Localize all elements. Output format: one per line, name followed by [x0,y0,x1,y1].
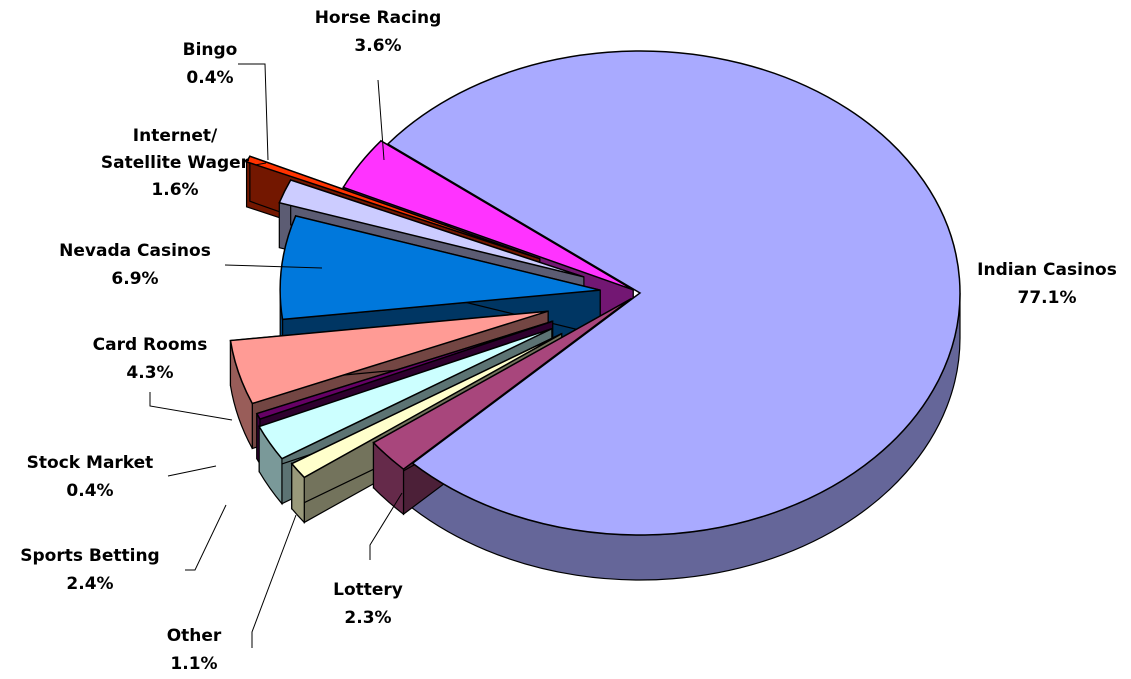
leader-line [369,492,403,560]
leader-line [224,264,323,269]
slice [290,332,563,479]
slice [386,50,961,536]
leader-line [377,79,385,161]
slice-value-label: 1.6% [151,180,198,200]
slice-value-label: 2.4% [66,574,113,594]
slice [372,298,632,471]
slice [258,327,553,460]
leader-line [238,63,269,161]
slice [229,310,549,405]
leader-line [167,465,217,477]
leader-line [185,504,227,571]
slice-label: Internet/Satellite Wager [101,126,250,173]
slice-label: Bingo [183,40,238,60]
slice-value-label: 77.1% [1018,288,1077,308]
slice-value-label: 6.9% [111,269,158,289]
slice [255,320,553,421]
slice-value-label: 0.4% [66,481,113,501]
leader-line [251,514,297,648]
slice-value-label: 3.6% [354,36,401,56]
slice [245,155,541,260]
slice-label: Indian Casinos [977,260,1117,280]
slice-label: Nevada Casinos [59,241,211,261]
slice-value-label: 4.3% [126,363,173,383]
slice-label: Lottery [333,580,403,600]
slice [342,139,634,291]
leader-line [149,392,233,421]
slice-label: Other [167,626,222,646]
slice-label: Horse Racing [315,8,442,28]
slice [278,179,585,278]
slice-label: Card Rooms [93,335,208,355]
slice-tops [229,50,961,536]
slice-label: Sports Betting [20,546,159,566]
leader-line [254,162,267,166]
slice-label: Stock Market [27,453,154,473]
slice-value-label: 2.3% [344,608,391,628]
slice-value-label: 1.1% [170,654,217,674]
slice-value-label: 0.4% [186,68,233,88]
